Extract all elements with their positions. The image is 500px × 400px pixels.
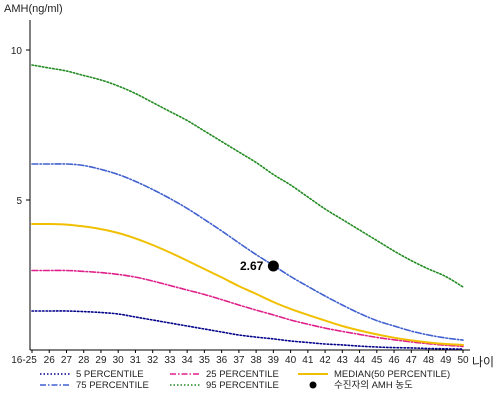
- x-tick-label: 49: [440, 355, 452, 366]
- legend-label-highlight: 수진자의 AMH 농도: [334, 380, 413, 391]
- x-tick-label: 37: [233, 355, 245, 366]
- series-line-1: [31, 269, 464, 348]
- x-tick-label: 31: [130, 355, 142, 366]
- legend-label-3: 75 PERCENTILE: [76, 380, 149, 391]
- x-tick-label: 36: [216, 355, 228, 366]
- x-tick-label: 38: [251, 355, 263, 366]
- highlight-point: [267, 260, 279, 272]
- x-axis-title: 나이: [472, 355, 494, 369]
- y-tick-label: 10: [11, 46, 23, 57]
- legend-label-0: 5 PERCENTILE: [76, 369, 144, 380]
- legend-label-2: MEDIAN(50 PERCENTILE): [334, 369, 450, 380]
- x-tick-label: 34: [182, 355, 194, 366]
- x-tick-label: 46: [388, 355, 400, 366]
- series-lines: [31, 64, 464, 350]
- x-tick-label: 29: [95, 355, 107, 366]
- x-ticks: 16-25 26 27 28 29 30 31 32 33 34 35 36 37 38 39 40 41 42 4…: [11, 350, 469, 366]
- highlight-value-label: 2.67: [240, 259, 264, 273]
- legend-label-4: 95 PERCENTILE: [206, 380, 279, 391]
- x-tick-label: 43: [337, 355, 349, 366]
- legend-swatch-highlight: [309, 381, 317, 389]
- x-tick-label: 35: [199, 355, 211, 366]
- x-tick-label: 42: [320, 355, 332, 366]
- legend-label-1: 25 PERCENTILE: [206, 369, 279, 380]
- series-line-4: [31, 64, 464, 288]
- y-tick-label: 5: [16, 196, 22, 207]
- x-tick-label: 39: [268, 355, 280, 366]
- x-tick-label: 48: [423, 355, 435, 366]
- x-tick-label: 32: [147, 355, 159, 366]
- x-tick-label: 47: [406, 355, 418, 366]
- x-tick-label: 28: [78, 355, 90, 366]
- x-tick-label: 50: [457, 355, 469, 366]
- x-tick-label: 26: [44, 355, 56, 366]
- series-line-3: [31, 163, 464, 341]
- x-tick-label: 45: [371, 355, 383, 366]
- x-tick-label: 40: [285, 355, 297, 366]
- x-tick-label: 16-25: [11, 355, 37, 366]
- x-tick-label: 27: [61, 355, 73, 366]
- x-tick-label: 33: [164, 355, 176, 366]
- x-tick-label: 44: [354, 355, 366, 366]
- y-ticks: 10 5: [11, 46, 30, 207]
- y-axis-title: AMH(ng/ml): [4, 3, 63, 15]
- series-line-2: [31, 222, 464, 346]
- x-tick-label: 41: [302, 355, 314, 366]
- x-tick-label: 30: [113, 355, 125, 366]
- series-line-0: [31, 310, 464, 350]
- legend: 5 PERCENTILE 25 PERCENTILE MEDIAN(50 PERCE…: [40, 369, 450, 391]
- highlight-group: 2.67: [240, 259, 279, 273]
